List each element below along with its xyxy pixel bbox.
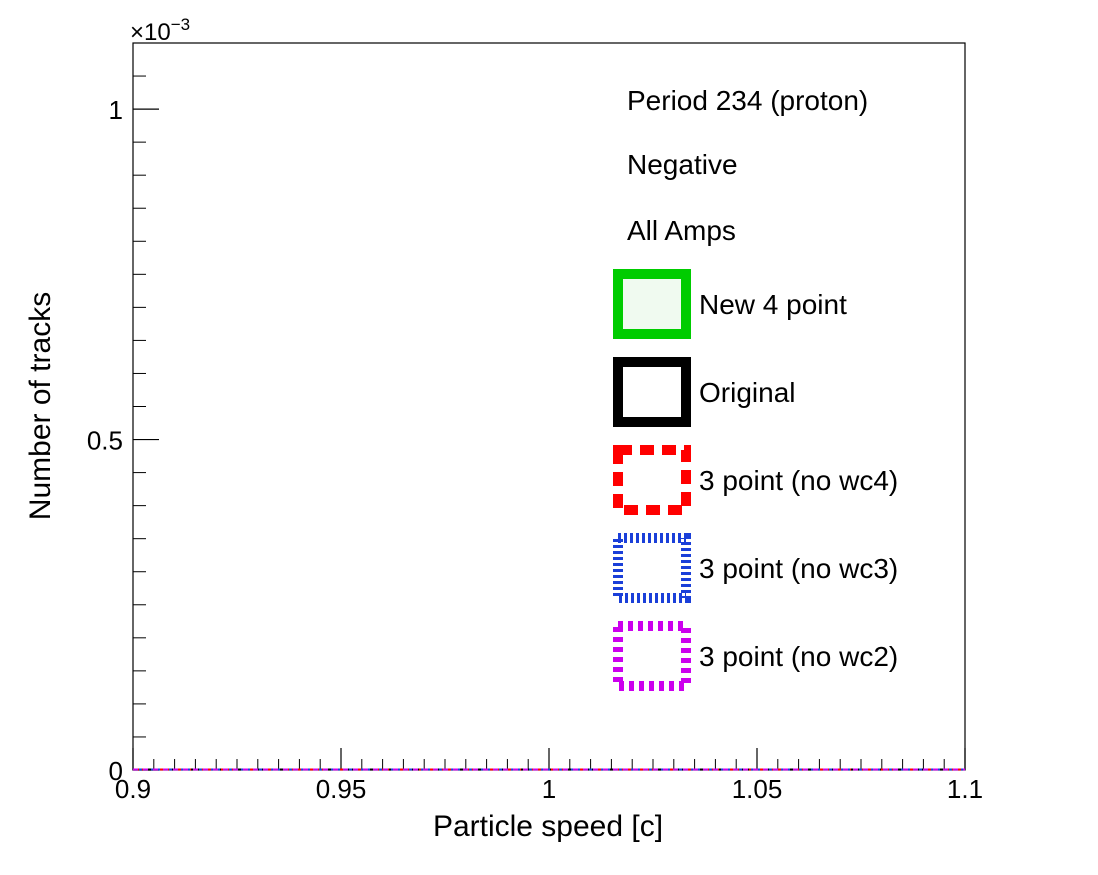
legend-label-0: New 4 point (699, 289, 847, 320)
y-tick-label-1: 0.5 (87, 426, 123, 456)
y-tick-label-0: 0 (109, 756, 123, 786)
x-axis-label: Particle speed [c] (433, 810, 663, 843)
y-axis-ticks: 00.51 (87, 42, 159, 786)
legend-label-4: 3 point (no wc2) (699, 641, 898, 672)
x-tick-label-0: 0.9 (115, 774, 151, 804)
y-axis-exponent: ×10−3 (130, 15, 190, 46)
legend-swatch-4 (613, 621, 691, 691)
legend-label-2: 3 point (no wc4) (699, 465, 898, 496)
legend-entries: New 4 point Original 3 point (no wc4) 3 poi… (613, 269, 898, 691)
legend-text-amps: All Amps (627, 215, 736, 246)
legend-label-1: Original (699, 377, 795, 408)
x-tick-label-4: 1.1 (947, 774, 983, 804)
y-tick-label-2: 1 (109, 95, 123, 125)
legend-text-period: Period 234 (proton) (627, 85, 868, 116)
x-tick-label-2: 1 (542, 774, 556, 804)
legend-swatch-0 (613, 269, 691, 339)
legend: Period 234 (proton) Negative All Amps Ne… (613, 85, 898, 691)
y-axis-label: Number of tracks (24, 292, 57, 520)
x-tick-label-3: 1.05 (732, 774, 783, 804)
legend-swatch-3 (613, 533, 691, 603)
x-axis-ticks: 0.9 0.95 1 1.05 1.1 (115, 748, 983, 804)
legend-text-charge: Negative (627, 149, 738, 180)
x-tick-label-1: 0.95 (316, 774, 367, 804)
legend-swatch-2 (613, 445, 691, 515)
legend-label-3: 3 point (no wc3) (699, 553, 898, 584)
legend-swatch-1 (613, 357, 691, 427)
